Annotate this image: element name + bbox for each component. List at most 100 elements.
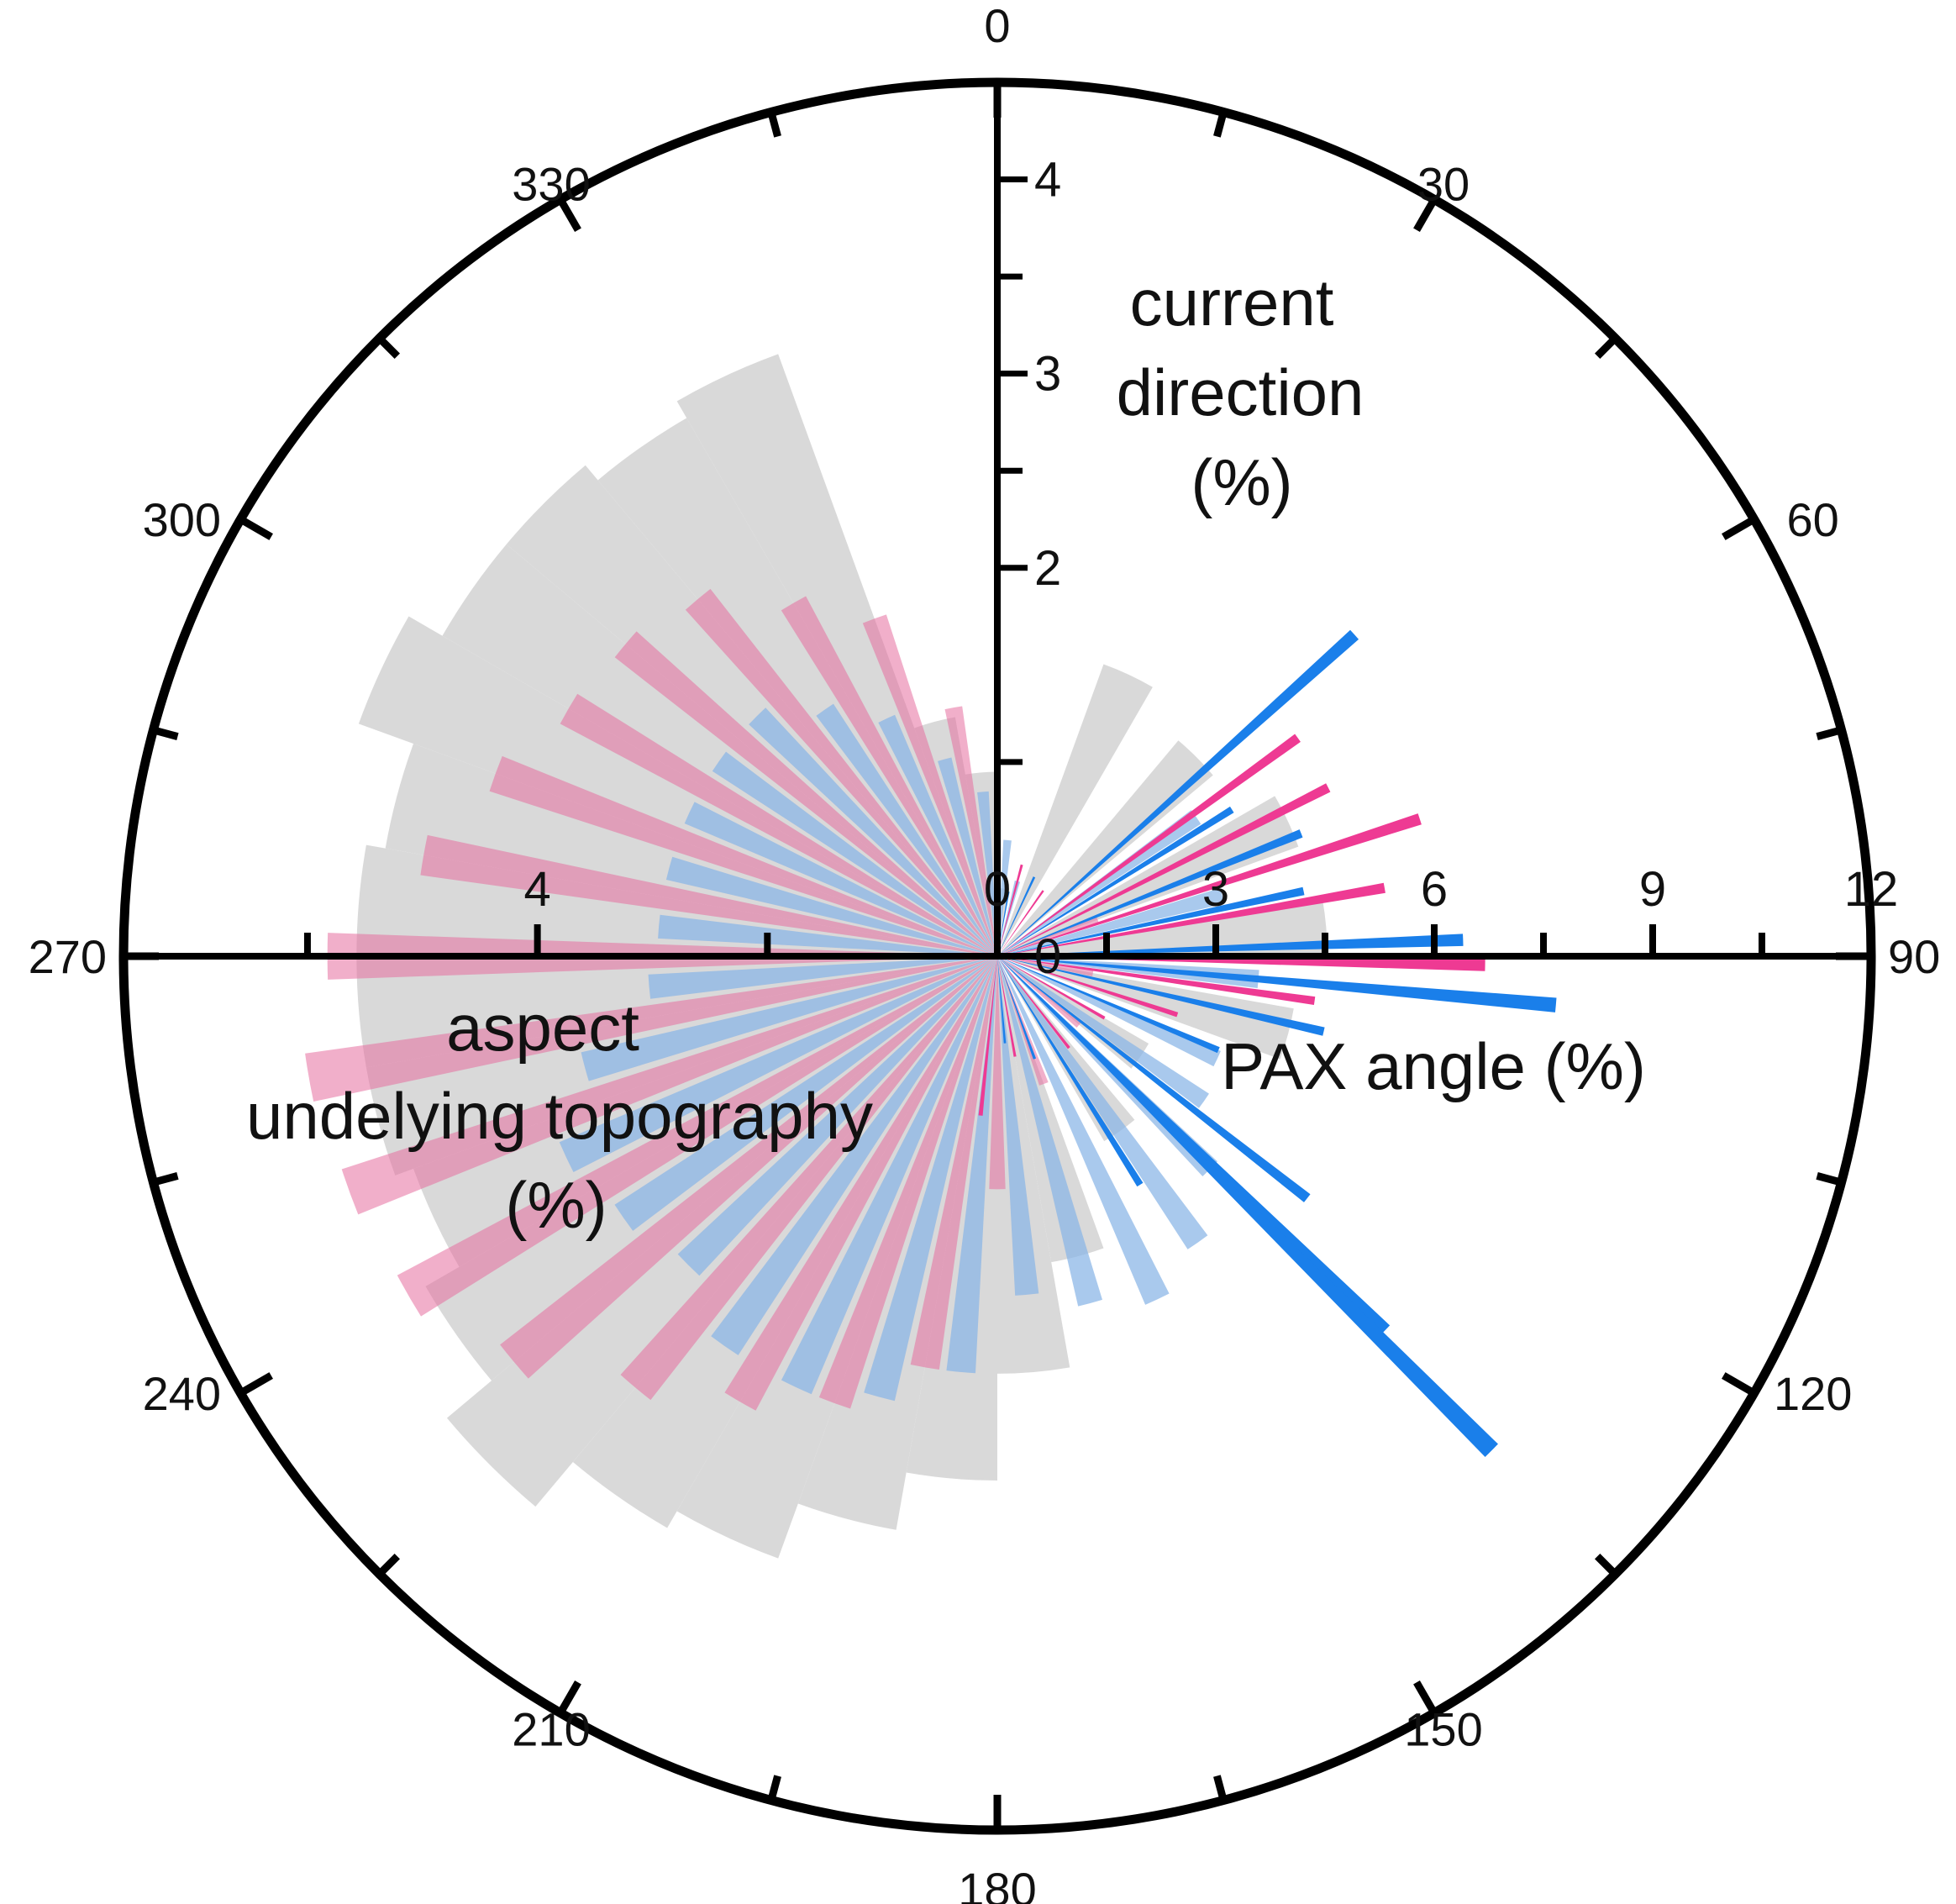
pax-tick-label: 9 (1639, 862, 1666, 917)
magenta-bar (997, 864, 1023, 956)
magenta-bar (997, 813, 1422, 956)
light-blue-bar (684, 802, 997, 956)
pink-bar (305, 956, 998, 1102)
ring-tick (1213, 1775, 1228, 1801)
light-blue-bar (712, 751, 997, 956)
light-blue-bar (677, 956, 997, 1276)
ring-tick (152, 726, 179, 740)
labels-layer: current direction (%) PAX angle (%) aspe… (29, 0, 1941, 1904)
blue-bar (997, 956, 1220, 1054)
series-blue (997, 629, 1557, 1457)
light-blue-bar (749, 707, 997, 956)
light-blue-bar (997, 839, 1012, 956)
light-blue-bar (977, 791, 997, 956)
gray-bar (997, 740, 1213, 956)
aspect-tick-label: 4 (523, 862, 550, 917)
magenta-bar (997, 882, 1386, 956)
light-blue-bar (997, 887, 1225, 956)
pink-bar (685, 588, 997, 956)
magenta-bar (978, 956, 997, 1116)
ring-tick (1722, 1372, 1756, 1396)
blue-bar (997, 934, 1464, 956)
angle-label-210: 210 (512, 1703, 590, 1756)
light-blue-bar (997, 956, 1209, 1108)
light-blue-bar (997, 956, 1170, 1305)
current-direction-title-1: current (1130, 266, 1334, 339)
pink-bar (614, 631, 997, 956)
pink-bar (997, 956, 1094, 977)
magenta-bar (997, 734, 1301, 956)
pax-tick-label: 3 (1202, 862, 1229, 917)
pink-bar (724, 956, 997, 1411)
light-blue-bar (997, 956, 1221, 1067)
angle-label-0: 0 (984, 0, 1010, 52)
angle-label-270: 270 (29, 930, 107, 983)
current-tick-label: 3 (1034, 347, 1061, 402)
pink-bar (489, 755, 997, 956)
ring-tick (1816, 1172, 1843, 1186)
current-tick-label: 2 (1034, 541, 1061, 596)
blue-bar (997, 956, 1144, 1187)
angle-label-240: 240 (143, 1367, 221, 1420)
light-blue-bar (711, 956, 997, 1355)
blue-bar (997, 956, 1311, 1202)
gray-bar (997, 796, 1299, 956)
light-blue-bar (781, 956, 997, 1395)
pink-bar (500, 956, 997, 1379)
light-blue-bar (581, 956, 997, 1081)
ring-tick (1594, 1553, 1618, 1577)
aspect-title-2: undelying topography (246, 1079, 873, 1153)
gray-bar (997, 956, 1294, 1060)
blue-bar (997, 876, 1036, 956)
magenta-bar (997, 956, 1017, 1057)
pink-bar (910, 956, 997, 1370)
light-blue-bar (658, 914, 997, 956)
blue-bar (997, 956, 1557, 1012)
ring-tick (557, 197, 581, 232)
light-blue-bar (864, 956, 997, 1402)
light-blue-bar (997, 956, 1103, 1307)
blue-bar (997, 956, 1007, 1044)
pink-bar (989, 956, 1006, 1190)
angle-label-120: 120 (1774, 1367, 1852, 1420)
aspect-title-3: (%) (505, 1168, 607, 1242)
blue-bar (997, 956, 1498, 1457)
light-blue-bar (997, 956, 1208, 1249)
ring-tick (557, 1680, 581, 1715)
ring-tick (1594, 335, 1618, 360)
magenta-bar (997, 783, 1331, 956)
gray-bar (997, 664, 1153, 956)
ring-tick (767, 111, 781, 138)
blue-bar (997, 886, 1305, 956)
light-blue-bar (997, 880, 1021, 956)
magenta-bar (997, 956, 1316, 1006)
pax-tick-label: 0 (984, 862, 1011, 917)
ring-tick (376, 1553, 401, 1577)
series-pink (305, 588, 1099, 1411)
aspect-title-1: aspect (446, 991, 639, 1065)
angle-label-300: 300 (143, 493, 221, 546)
light-blue-bar (648, 956, 997, 999)
ring-tick (767, 1775, 781, 1801)
pink-bar (420, 834, 997, 956)
light-blue-bar (938, 757, 997, 956)
light-blue-bar (946, 956, 997, 1374)
pink-bar (397, 956, 998, 1317)
pink-bar (341, 956, 998, 1215)
angle-label-180: 180 (958, 1863, 1036, 1904)
magenta-bar (997, 956, 1485, 971)
light-blue-bar (614, 956, 997, 1231)
angle-label-150: 150 (1404, 1703, 1482, 1756)
pink-bar (781, 596, 997, 956)
light-blue-bar (559, 956, 997, 1173)
light-blue-bar (997, 956, 1259, 989)
pax-angle-title: PAX angle (%) (1221, 1029, 1646, 1103)
pink-bar (560, 693, 997, 956)
blue-bar (997, 829, 1303, 956)
blue-bar (997, 629, 1359, 956)
pink-bar (997, 956, 1082, 1028)
magenta-bar (997, 956, 1106, 1020)
current-direction-title-2: direction (1117, 355, 1364, 429)
blue-bar (997, 806, 1234, 956)
